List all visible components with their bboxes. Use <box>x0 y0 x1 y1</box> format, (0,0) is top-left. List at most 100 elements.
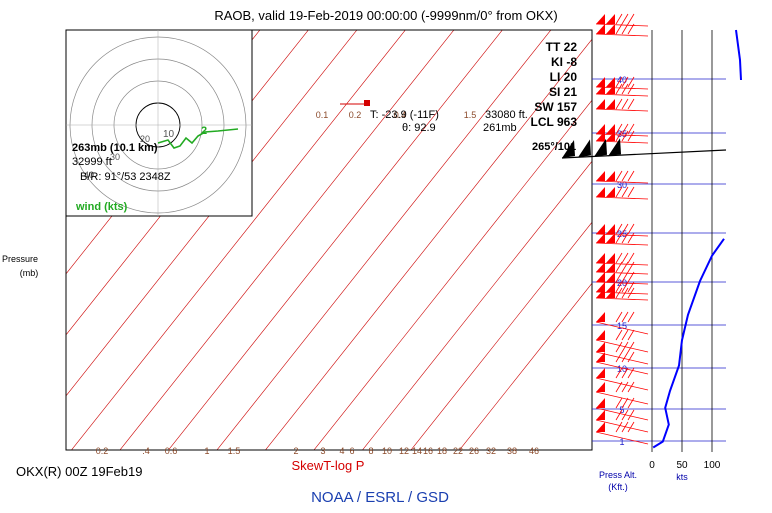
isotherm-line <box>265 38 592 450</box>
wind-barb-pennant <box>596 330 605 340</box>
mixing-ratio-tick: 1 <box>204 446 209 456</box>
wind-barb-feather <box>627 271 635 283</box>
wind-barb-feather <box>621 271 629 283</box>
mixing-ratio-upper-tick: 0.1 <box>316 110 329 120</box>
wind-barb-feather <box>627 123 635 135</box>
mixing-ratio-tick: 26 <box>469 446 479 456</box>
wind-barb-feather <box>615 421 623 433</box>
wind-barb <box>595 98 649 112</box>
wind-barb-feather <box>615 381 623 393</box>
wind-barb-staff <box>595 242 649 246</box>
wind-barb-feather <box>627 83 635 95</box>
mixing-ratio-tick: 10 <box>382 446 392 456</box>
hodograph-br: B/R: 91°/53 2348Z <box>80 171 171 183</box>
wind-barb-staff <box>595 196 649 200</box>
hodograph-height: 263mb (10.1 km) <box>72 142 158 154</box>
cursor-wind: 265°/101 <box>532 141 576 153</box>
wind-barb <box>595 287 649 301</box>
wind-barb-feather <box>615 397 623 409</box>
wind-barb-feather <box>627 23 635 35</box>
wind-barb-feather <box>621 409 629 421</box>
wind-barb-feather <box>615 98 623 110</box>
wind-barb-feather <box>615 367 623 379</box>
wind-barb <box>595 23 649 37</box>
wind-barb-pennant <box>606 282 615 292</box>
wind-barb-feather <box>627 281 635 293</box>
cursor-barb-staff <box>561 149 727 159</box>
wind-barb-pennant <box>596 398 605 408</box>
wind-barb-feather <box>615 13 623 25</box>
wind-barb-staff <box>595 108 649 112</box>
mixing-ratio-tick: 2 <box>293 446 298 456</box>
mixing-ratio-tick: 3 <box>320 446 325 456</box>
wind-barb <box>595 381 649 405</box>
mixing-ratio-tick: 0.6 <box>165 446 178 456</box>
wind-barb-feather <box>621 232 629 244</box>
hodograph-ring-label-40: 40 <box>84 170 94 180</box>
wind-barb-pennant <box>596 171 605 181</box>
mixing-ratio-upper-tick: 0.2 <box>349 110 362 120</box>
wind-barb-feather <box>615 287 623 299</box>
wind-barb-feather <box>627 223 635 235</box>
wind-barb <box>595 421 649 445</box>
wind-barb <box>595 170 649 184</box>
wind-barb-feather <box>627 261 635 273</box>
wind-barb-pennant <box>606 253 615 263</box>
isotherm-line <box>459 282 592 450</box>
wind-barb-pennant <box>596 24 605 34</box>
mixing-ratio-tick: 8 <box>368 446 373 456</box>
wind-barb-pennant <box>596 253 605 263</box>
wind-barb-feather <box>615 76 623 88</box>
chart-title: RAOB, valid 19-Feb-2019 00:00:00 (-9999n… <box>214 8 557 23</box>
wind-barb <box>595 341 649 365</box>
mixing-ratio-upper-tick: 0.4 <box>394 110 407 120</box>
wind-barb-feather <box>627 76 635 88</box>
isotherm-line <box>216 30 552 450</box>
wind-barb-pennant <box>606 288 615 298</box>
wind-barb-feather <box>621 98 629 110</box>
hodograph-trace <box>157 128 239 149</box>
wind-barb-feather <box>621 76 629 88</box>
wind-barb-feather <box>627 329 635 341</box>
mixing-ratio-tick: 0.2 <box>96 446 109 456</box>
cursor-barb-pennant <box>594 138 607 157</box>
hodograph-ring-label-30: 30 <box>110 152 120 162</box>
cursor-pressure: 261mb <box>483 122 517 134</box>
wind-barb-pennant <box>606 84 615 94</box>
wind-barb-feather <box>615 123 623 135</box>
wind-barb-feather <box>621 83 629 95</box>
wind-barb-pennant <box>596 233 605 243</box>
mixing-ratio-tick: 22 <box>453 446 463 456</box>
wind-barb-pennant <box>606 99 615 109</box>
cursor-readout: T: -23.9 (-11F) θ: 92.9 33080 ft. 261mb … <box>340 100 576 153</box>
wind-barb <box>595 232 649 246</box>
wind-barb <box>595 83 649 97</box>
wind-barb-feather <box>615 83 623 95</box>
wind-barb-feather <box>627 409 635 421</box>
station-label: OKX(R) 00Z 19Feb19 <box>16 464 142 479</box>
wind-barb-pennant <box>606 187 615 197</box>
wind-barb-feather <box>621 261 629 273</box>
diagram-type-label: SkewT-log P <box>292 458 365 473</box>
wind-barb-pennant <box>596 187 605 197</box>
wind-barb-pennant <box>596 99 605 109</box>
wind-barb-feather <box>621 367 629 379</box>
hodograph-inset: 10 20 30 40 2 263mb (10.1 km) 32999 ft B… <box>65 29 253 217</box>
wind-barb-feather <box>627 98 635 110</box>
wind-barb <box>595 261 649 275</box>
hodograph-legend: wind (kts) <box>75 201 128 213</box>
wind-tick-50: 50 <box>676 460 688 471</box>
wind-speed-profile-top <box>735 29 742 81</box>
wind-tick-0: 0 <box>649 460 655 471</box>
wind-barb-pennant <box>606 24 615 34</box>
cursor-barb-pennant <box>562 140 575 158</box>
wind-barb-pennant <box>596 272 605 282</box>
isotherm-line <box>410 221 592 450</box>
wind-barb-feather <box>621 13 629 25</box>
wind-barb-feather <box>627 186 635 198</box>
index-label: TT 22 <box>546 40 578 54</box>
credit-label: NOAA / ESRL / GSD <box>311 489 449 506</box>
wind-barb-pennant <box>596 382 605 392</box>
wind-barb-pennant <box>596 262 605 272</box>
wind-barb-feather <box>621 186 629 198</box>
